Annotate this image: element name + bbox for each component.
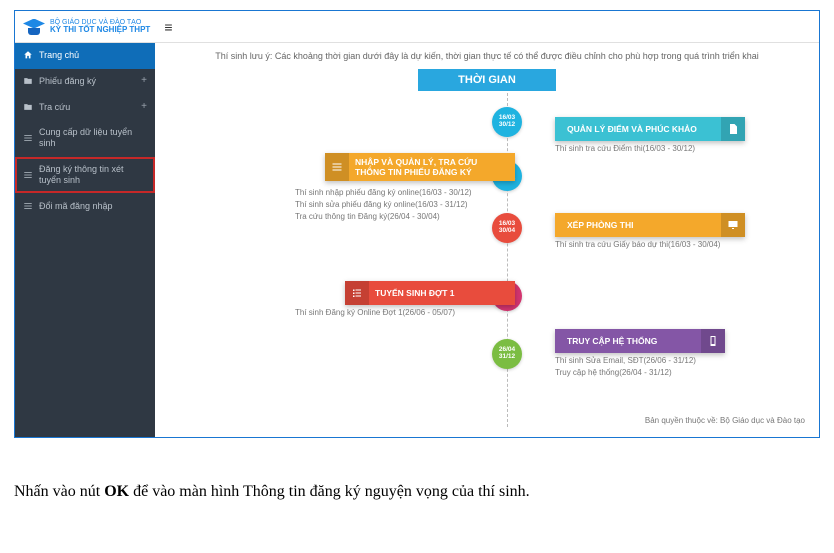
- sidebar-item-label: Đổi mã đăng nhập: [39, 201, 113, 212]
- topbar: BỘ GIÁO DỤC VÀ ĐÀO TẠO KỲ THI TỐT NGHIỆP…: [15, 11, 819, 43]
- instruction-caption: Nhấn vào nút OK để vào màn hình Thông ti…: [14, 483, 820, 501]
- timeline-card-4[interactable]: TRUY CẬP HỆ THỐNG: [555, 329, 725, 353]
- copyright: Bản quyền thuộc về: Bộ Giáo dục và Đào t…: [645, 416, 805, 425]
- timeline-card-2[interactable]: XẾP PHÒNG THI: [555, 213, 745, 237]
- monitor-icon: [721, 213, 745, 237]
- sidebar-item-2[interactable]: Tra cứu +: [15, 95, 155, 121]
- sidebar-item-label: Đăng ký thông tin xét tuyển sinh: [39, 164, 147, 186]
- timeline-card-subtext-2: Thí sinh tra cứu Giấy báo dự thi(16/03 -…: [555, 239, 775, 251]
- timeline-card-3[interactable]: TUYỂN SINH ĐỢT 1: [345, 281, 515, 305]
- notice-text: Thí sinh lưu ý: Các khoảng thời gian dướ…: [155, 43, 819, 65]
- app-window: BỘ GIÁO DỤC VÀ ĐÀO TẠO KỲ THI TỐT NGHIỆP…: [14, 10, 820, 438]
- check-icon: [345, 281, 369, 305]
- timeline-card-subtext-0: Thí sinh tra cứu Điểm thi(16/03 - 30/12): [555, 143, 775, 155]
- sidebar-item-0[interactable]: Trang chủ: [15, 43, 155, 69]
- sidebar-item-4[interactable]: Đăng ký thông tin xét tuyển sinh: [15, 157, 155, 194]
- timeline-title: THỜI GIAN: [418, 69, 556, 91]
- sidebar-item-1[interactable]: Phiếu đăng ký +: [15, 69, 155, 95]
- folder-icon: [23, 102, 33, 112]
- timeline: 16/0330/1216/0330/0416/0330/0426/0605/07…: [155, 97, 819, 427]
- expand-icon: +: [141, 101, 147, 113]
- home-icon: [23, 50, 33, 60]
- card-title: XẾP PHÒNG THI: [567, 220, 633, 230]
- timeline-node-4: 26/0431/12: [492, 339, 522, 369]
- sidebar-item-5[interactable]: Đổi mã đăng nhập: [15, 194, 155, 220]
- timeline-card-0[interactable]: QUẢN LÝ ĐIỂM VÀ PHÚC KHẢO: [555, 117, 745, 141]
- graduation-cap-icon: [23, 19, 45, 35]
- card-title: QUẢN LÝ ĐIỂM VÀ PHÚC KHẢO: [567, 124, 697, 134]
- sidebar: Trang chủ Phiếu đăng ký + Tra cứu + Cung cấp …: [15, 43, 155, 437]
- sidebar-item-3[interactable]: Cung cấp dữ liệu tuyển sinh: [15, 120, 155, 157]
- list-icon: [23, 201, 33, 211]
- list-icon: [23, 133, 33, 143]
- timeline-card-subtext-1: Thí sinh nhập phiếu đăng ký online(16/03…: [295, 187, 515, 223]
- main-content: Thí sinh lưu ý: Các khoảng thời gian dướ…: [155, 43, 819, 437]
- phone-icon: [701, 329, 725, 353]
- timeline-card-subtext-3: Thí sinh Đăng ký Online Đợt 1(26/06 - 05…: [295, 307, 515, 319]
- sidebar-item-label: Tra cứu: [39, 102, 70, 113]
- card-title: TUYỂN SINH ĐỢT 1: [375, 288, 455, 298]
- expand-icon: +: [141, 75, 147, 87]
- timeline-axis: [507, 93, 508, 427]
- card-title: NHẬP VÀ QUẢN LÝ, TRA CỨU THÔNG TIN PHIẾU…: [355, 157, 503, 177]
- list-icon: [325, 153, 349, 181]
- list-icon: [23, 170, 33, 180]
- folder-icon: [23, 76, 33, 86]
- sidebar-item-label: Cung cấp dữ liệu tuyển sinh: [39, 127, 147, 149]
- doc-icon: [721, 117, 745, 141]
- menu-toggle-icon[interactable]: ≡: [164, 19, 172, 35]
- sidebar-item-label: Trang chủ: [39, 50, 79, 61]
- sidebar-item-label: Phiếu đăng ký: [39, 76, 96, 87]
- timeline-card-1[interactable]: NHẬP VÀ QUẢN LÝ, TRA CỨU THÔNG TIN PHIẾU…: [325, 153, 515, 181]
- logo-title: KỲ THI TỐT NGHIỆP THPT: [50, 26, 150, 34]
- timeline-card-subtext-4: Thí sinh Sửa Email, SĐT(26/06 - 31/12)Tr…: [555, 355, 775, 379]
- card-title: TRUY CẬP HỆ THỐNG: [567, 336, 657, 346]
- logo[interactable]: BỘ GIÁO DỤC VÀ ĐÀO TẠO KỲ THI TỐT NGHIỆP…: [23, 19, 150, 35]
- timeline-node-0: 16/0330/12: [492, 107, 522, 137]
